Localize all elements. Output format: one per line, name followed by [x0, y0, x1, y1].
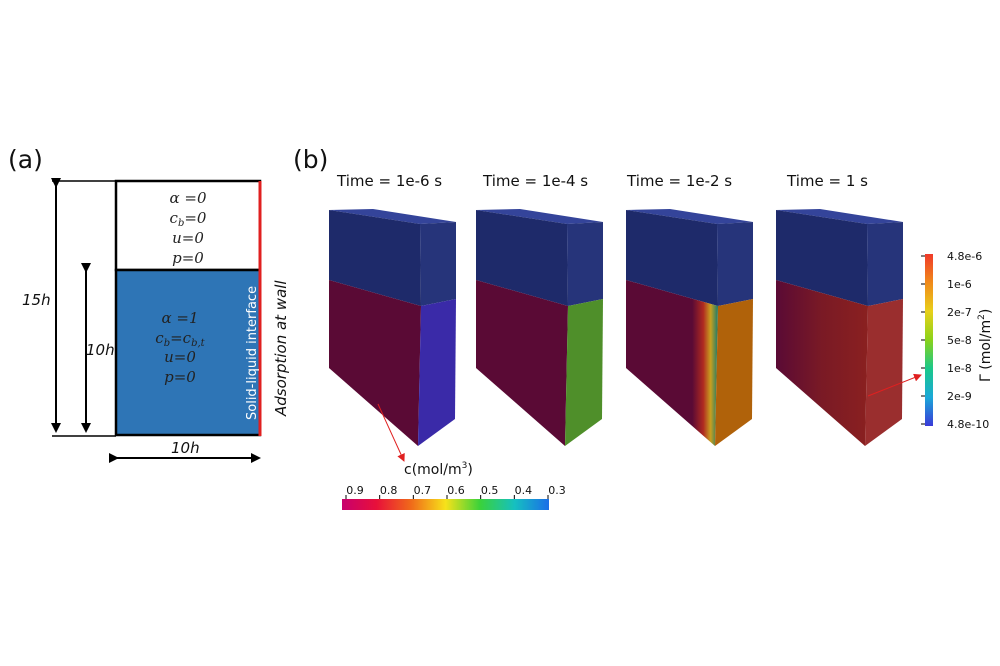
liquid-side-face	[715, 299, 753, 446]
gamma-tick-label: 1e-8	[947, 362, 972, 375]
panel-b-label: (b)	[293, 145, 328, 174]
bottom-alpha: α =1	[161, 309, 198, 327]
time-label-2: Time = 1e-4 s	[482, 172, 588, 190]
gas-side-face	[717, 222, 753, 306]
gamma-colorbar-title: Γ (mol/m2)	[977, 309, 994, 382]
wall-label: Adsorption at wall	[272, 280, 290, 417]
gamma-colorbar-gradient	[925, 254, 933, 426]
c-tick-label: 0.6	[447, 484, 465, 497]
time-label-3: Time = 1e-2 s	[626, 172, 732, 190]
snapshot-block-4	[776, 209, 903, 446]
gas-front-face	[329, 210, 421, 306]
gas-top-face	[626, 209, 753, 224]
liquid-side-face	[565, 299, 603, 446]
top-p: p=0	[172, 249, 204, 267]
gamma-pointer-arrow	[867, 373, 922, 397]
liquid-front-face	[329, 280, 421, 446]
gamma-tick-label: 1e-6	[947, 278, 972, 291]
gas-side-face	[567, 222, 603, 306]
panel-a-label: (a)	[8, 145, 43, 174]
c-tick-label: 0.8	[380, 484, 398, 497]
liquid-front-face	[626, 280, 718, 446]
gamma-tick-label: 4.8e-10	[947, 418, 989, 431]
c-colorbar-gradient	[342, 499, 549, 510]
c-colorbar-ticks: 0.9 0.8 0.7 0.6 0.5 0.4 0.3	[345, 484, 566, 499]
c-tick-label: 0.9	[346, 484, 364, 497]
c-tick-label: 0.5	[481, 484, 499, 497]
gamma-tick-label: 2e-7	[947, 306, 972, 319]
gas-side-face	[420, 222, 456, 306]
time-label-4: Time = 1 s	[786, 172, 868, 190]
bottom-cb: cb=cb,t	[155, 329, 205, 349]
c-tick-label: 0.7	[414, 484, 432, 497]
gas-top-face	[776, 209, 903, 224]
liquid-front-face	[776, 280, 868, 446]
top-cb: cb=0	[170, 209, 207, 229]
c-pointer-arrow	[377, 403, 405, 462]
gamma-tick-label: 2e-9	[947, 390, 972, 403]
snapshot-block-3	[626, 209, 753, 446]
gas-front-face	[476, 210, 568, 306]
bottom-p: p=0	[164, 368, 196, 386]
snapshot-block-2	[476, 209, 603, 446]
c-colorbar: c(mol/m3) 0.9 0.8 0.7 0.6 0.5 0.4 0.3	[342, 461, 566, 510]
top-u: u=0	[172, 229, 204, 247]
c-colorbar-title: c(mol/m3)	[404, 461, 473, 478]
dim-15h-label: 15h	[22, 291, 51, 309]
interface-label: Solid-liquid interface	[245, 286, 260, 420]
panel-a-diagram: α =0 cb=0 u=0 p=0 α =1 cb=cb,t u=0 p=0 S…	[22, 178, 290, 463]
liquid-region	[114, 268, 262, 437]
c-tick-label: 0.3	[548, 484, 566, 497]
gas-side-face	[867, 222, 903, 306]
gas-region	[114, 179, 262, 272]
gas-top-face	[329, 209, 456, 224]
dim-10h-horizontal-label: 10h	[171, 439, 200, 457]
c-tick-label: 0.4	[515, 484, 533, 497]
gas-front-face	[776, 210, 868, 306]
gas-top-face	[476, 209, 603, 224]
gas-front-face	[626, 210, 718, 306]
gamma-tick-label: 4.8e-6	[947, 250, 982, 263]
snapshot-block-1	[329, 209, 456, 446]
liquid-front-face	[476, 280, 568, 446]
snapshot-blocks	[329, 209, 903, 446]
liquid-side-face	[865, 299, 903, 446]
liquid-side-face	[418, 299, 456, 446]
gamma-colorbar-ticks: 4.8e-6 1e-6 2e-7 5e-8 1e-8 2e-9 4.8e-10	[921, 250, 989, 431]
gamma-tick-label: 5e-8	[947, 334, 972, 347]
top-alpha: α =0	[169, 189, 206, 207]
gamma-colorbar: 4.8e-6 1e-6 2e-7 5e-8 1e-8 2e-9 4.8e-10 Γ (mol…	[921, 250, 994, 431]
time-label-1: Time = 1e-6 s	[336, 172, 442, 190]
dim-10h-vertical-label: 10h	[86, 341, 115, 359]
bottom-u: u=0	[164, 348, 196, 366]
